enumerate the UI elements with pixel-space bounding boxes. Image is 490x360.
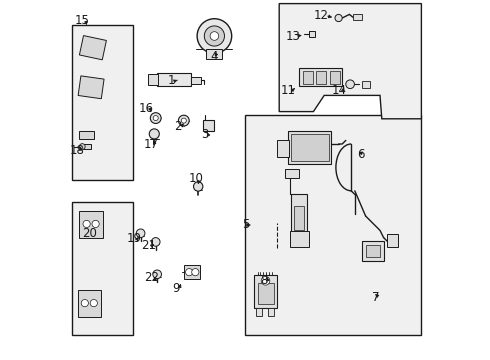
Circle shape bbox=[261, 276, 270, 285]
Bar bbox=[79, 36, 106, 60]
Bar bbox=[288, 131, 331, 164]
Bar bbox=[362, 81, 370, 88]
Circle shape bbox=[136, 229, 145, 238]
Text: 6: 6 bbox=[357, 148, 365, 161]
Text: 10: 10 bbox=[188, 172, 203, 185]
Bar bbox=[294, 206, 304, 230]
Text: 21: 21 bbox=[141, 239, 156, 252]
Bar bbox=[285, 169, 299, 178]
Bar bbox=[366, 245, 380, 257]
Circle shape bbox=[151, 238, 160, 246]
Circle shape bbox=[197, 19, 232, 53]
Circle shape bbox=[335, 14, 342, 22]
Polygon shape bbox=[279, 4, 421, 119]
Text: 4: 4 bbox=[210, 50, 218, 63]
Bar bbox=[362, 241, 384, 261]
Bar bbox=[254, 275, 277, 308]
Text: 16: 16 bbox=[139, 102, 154, 115]
Text: 9: 9 bbox=[172, 282, 179, 295]
Text: 17: 17 bbox=[144, 138, 159, 151]
Circle shape bbox=[83, 220, 90, 228]
Bar bbox=[83, 144, 91, 149]
Bar bbox=[330, 71, 340, 84]
Circle shape bbox=[81, 300, 88, 307]
Bar bbox=[316, 71, 326, 84]
Bar bbox=[148, 74, 158, 85]
Bar bbox=[203, 120, 214, 131]
Bar bbox=[387, 234, 398, 247]
Bar bbox=[309, 31, 315, 37]
Circle shape bbox=[178, 115, 189, 126]
Bar bbox=[290, 231, 309, 247]
Text: 1: 1 bbox=[168, 75, 175, 87]
Bar bbox=[353, 14, 362, 20]
Circle shape bbox=[90, 300, 98, 307]
Bar bbox=[291, 134, 328, 161]
Text: 11: 11 bbox=[281, 84, 295, 97]
Circle shape bbox=[210, 32, 219, 40]
Circle shape bbox=[204, 26, 224, 46]
Bar bbox=[77, 290, 101, 317]
Circle shape bbox=[192, 269, 199, 276]
Circle shape bbox=[79, 144, 85, 149]
Bar bbox=[72, 202, 133, 335]
Circle shape bbox=[153, 116, 158, 121]
Text: 20: 20 bbox=[82, 227, 97, 240]
Bar bbox=[191, 77, 201, 84]
Bar bbox=[303, 71, 314, 84]
Circle shape bbox=[92, 220, 99, 228]
Circle shape bbox=[153, 270, 162, 279]
Circle shape bbox=[181, 118, 186, 123]
Bar bbox=[157, 73, 191, 86]
Bar bbox=[72, 25, 133, 180]
Circle shape bbox=[194, 182, 203, 191]
Bar bbox=[291, 194, 307, 232]
Bar bbox=[256, 308, 262, 316]
Bar bbox=[79, 131, 94, 139]
Circle shape bbox=[186, 269, 193, 276]
Text: 18: 18 bbox=[70, 144, 84, 157]
Bar bbox=[184, 265, 200, 279]
Text: 2: 2 bbox=[174, 120, 181, 133]
Bar bbox=[268, 308, 274, 316]
Text: 22: 22 bbox=[144, 271, 159, 284]
Text: 19: 19 bbox=[126, 232, 142, 245]
Circle shape bbox=[149, 129, 159, 139]
Text: 13: 13 bbox=[286, 30, 301, 42]
Text: 3: 3 bbox=[201, 129, 208, 141]
Text: 7: 7 bbox=[372, 291, 380, 304]
Text: 12: 12 bbox=[314, 9, 329, 22]
Bar bbox=[277, 140, 289, 157]
Bar bbox=[206, 49, 222, 59]
Bar bbox=[258, 283, 274, 304]
Text: 15: 15 bbox=[75, 14, 90, 27]
Bar bbox=[78, 76, 104, 99]
Text: 8: 8 bbox=[260, 274, 268, 287]
Bar bbox=[299, 68, 342, 86]
Bar bbox=[245, 115, 421, 335]
Text: 14: 14 bbox=[332, 84, 347, 97]
Text: 5: 5 bbox=[243, 219, 250, 231]
Circle shape bbox=[150, 113, 161, 123]
Circle shape bbox=[346, 80, 354, 89]
Bar bbox=[79, 211, 103, 238]
